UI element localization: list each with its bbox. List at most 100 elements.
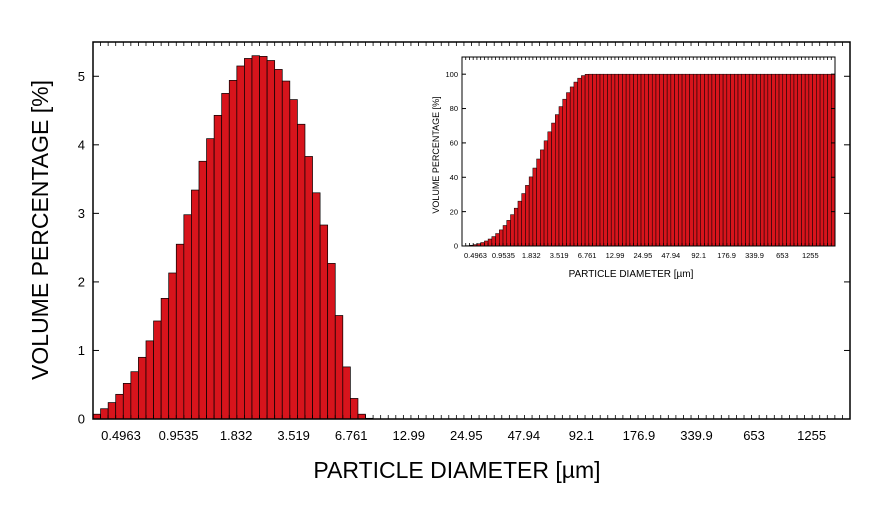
inset-bar [722, 73, 728, 247]
main-bar [206, 138, 215, 420]
inset-bar [767, 73, 772, 247]
inset-bar [831, 73, 836, 247]
inset-bar [543, 140, 549, 247]
inset-bar [596, 73, 601, 247]
inset-bar [603, 73, 608, 247]
inset-x-tick-label: 92.1 [691, 251, 706, 260]
inset-bar [756, 73, 761, 247]
inset-y-tick-label: 20 [450, 207, 458, 216]
inset-bar [763, 73, 769, 247]
inset-y-tick-label: 80 [450, 104, 458, 113]
inset-x-tick-label: 1255 [802, 251, 819, 260]
inset-bar [808, 73, 813, 247]
main-bar [289, 99, 298, 420]
main-x-axis-label: PARTICLE DIAMETER [µm] [313, 457, 600, 483]
main-x-tick-label: 24.95 [450, 428, 483, 443]
inset-bar [517, 200, 522, 247]
inset-bar [711, 73, 716, 247]
inset-bar [689, 73, 694, 247]
inset-bar [651, 73, 657, 247]
main-bar [342, 366, 351, 420]
inset-bar [816, 73, 821, 247]
inset-bar [812, 73, 817, 247]
inset-bar [506, 220, 511, 247]
inset-bar [640, 73, 646, 247]
inset-bar [525, 185, 530, 247]
inset-bar [566, 92, 571, 247]
main-bar [122, 383, 132, 420]
main-bar [175, 243, 185, 420]
inset-bar [551, 122, 556, 247]
inset-x-tick-label: 339.9 [745, 251, 764, 260]
inset-bar [771, 73, 776, 247]
main-bar [274, 69, 283, 420]
main-bar [251, 55, 260, 420]
inset-bar [715, 73, 720, 247]
inset-bar [536, 158, 541, 247]
inset-x-tick-label: 3.519 [550, 251, 569, 260]
inset-chart-bars [461, 73, 836, 247]
inset-x-tick-label: 24.95 [634, 251, 653, 260]
inset-bar [648, 73, 653, 247]
inset-bar [637, 73, 642, 247]
inset-bar [730, 73, 735, 247]
inset-bar [499, 229, 504, 247]
inset-bar [528, 176, 534, 247]
main-x-tick-label: 1.832 [220, 428, 253, 443]
inset-bar [678, 73, 683, 247]
main-bar [312, 192, 321, 420]
inset-bar [752, 73, 757, 247]
inset-bar [484, 240, 489, 247]
inset-bar [644, 73, 649, 247]
inset-y-tick-label: 0 [454, 242, 458, 251]
main-y-tick-label: 3 [78, 206, 85, 221]
main-bar [138, 356, 147, 420]
inset-bar [573, 81, 578, 247]
inset-bar [663, 73, 668, 247]
inset-bar [547, 131, 552, 247]
inset-x-tick-label: 176.9 [717, 251, 736, 260]
inset-bar [786, 73, 791, 247]
inset-bar [588, 73, 593, 247]
main-bar [183, 214, 192, 420]
inset-bar [607, 73, 612, 247]
inset-bar [827, 73, 832, 247]
inset-bar [540, 149, 545, 247]
inset-bar [495, 233, 500, 247]
main-y-tick-label: 0 [78, 412, 85, 427]
inset-x-tick-label: 6.761 [578, 251, 597, 260]
inset-bar [555, 114, 560, 247]
inset-bar [584, 74, 590, 247]
main-x-tick-label: 176.9 [623, 428, 656, 443]
main-bar [168, 272, 177, 420]
inset-bar [737, 73, 743, 247]
main-x-tick-label: 1255 [797, 428, 826, 443]
inset-bar [734, 73, 739, 247]
inset-bar [778, 73, 784, 247]
inset-bar [804, 73, 810, 247]
main-y-tick-label: 2 [78, 274, 85, 289]
main-bar [160, 298, 170, 420]
main-bar [259, 56, 268, 420]
inset-bar [704, 73, 709, 247]
main-x-tick-label: 6.761 [335, 428, 368, 443]
main-y-tick-label: 4 [78, 137, 85, 152]
inset-bar [622, 73, 627, 247]
inset-bar [801, 73, 806, 247]
inset-y-tick-label: 100 [445, 70, 458, 79]
inset-bar [655, 73, 660, 247]
main-y-axis-label: VOLUME PERCENTAGE [%] [27, 80, 53, 380]
inset-bar [748, 73, 754, 247]
inset-bar [521, 193, 526, 247]
main-y-tick-label: 5 [78, 69, 85, 84]
main-x-tick-label: 12.99 [392, 428, 425, 443]
inset-bar [696, 73, 701, 247]
main-x-tick-label: 92.1 [569, 428, 594, 443]
inset-bar [629, 73, 634, 247]
main-bar [266, 60, 276, 420]
inset-bar [610, 73, 616, 247]
inset-bar [633, 73, 638, 247]
inset-y-tick-label: 40 [450, 173, 458, 182]
main-bar [334, 315, 344, 420]
inset-y-tick-label: 60 [450, 139, 458, 148]
